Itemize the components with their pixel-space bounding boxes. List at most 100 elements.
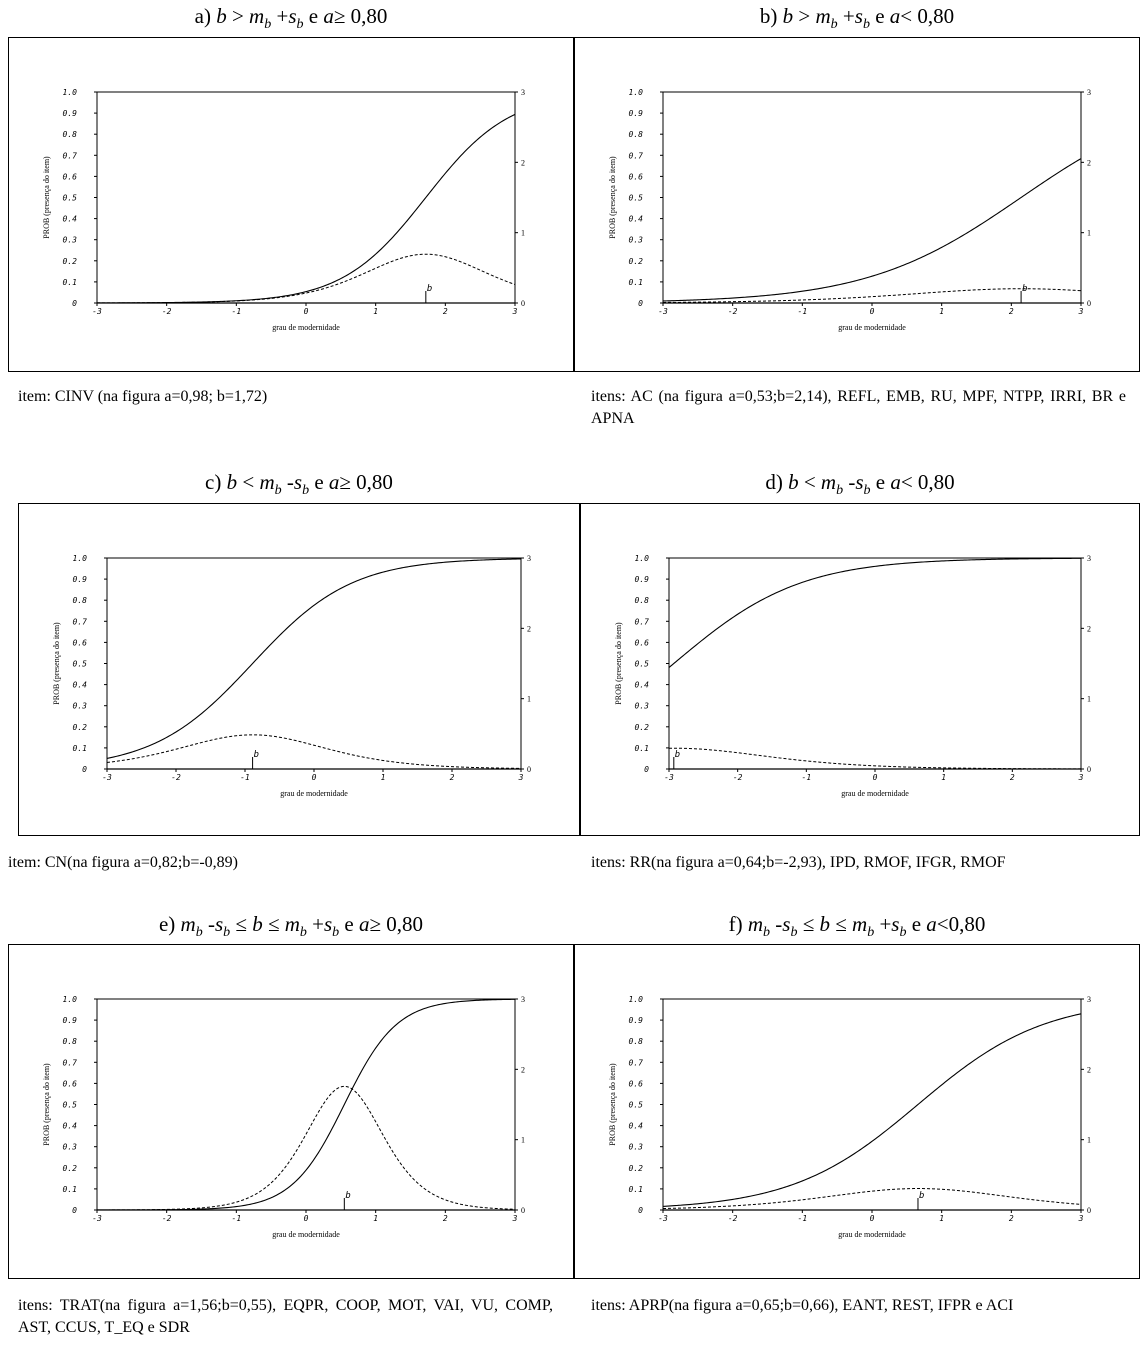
probability-curve xyxy=(106,558,522,759)
panel-title-formula: mb -sb ≤ b ≤ mb +sb e a<0,80 xyxy=(747,912,986,941)
y-tick-label: 0.3 xyxy=(63,1143,78,1152)
caption-e: itens: TRAT(na figura a=1,56;b=0,55), EQ… xyxy=(18,1297,553,1336)
x-tick-label: -3 xyxy=(658,1214,668,1223)
y-tick-label: 0.6 xyxy=(73,638,88,647)
y-tick-label: 0.9 xyxy=(63,109,78,118)
panel-a: a) b > mb +sb e a≥ 0,80 -3 -2 -1 0 1 2 3 0 0.1 0.… xyxy=(8,0,574,440)
x-tick-label: -1 xyxy=(232,1214,242,1223)
panel-title-formula: b > mb +sb e a≥ 0,80 xyxy=(216,4,388,33)
x-axis-label: grau de modernidade xyxy=(838,1230,906,1239)
y2-tick-label: 1 xyxy=(527,695,531,704)
x-tick-label: -2 xyxy=(733,773,743,782)
x-tick-label: 3 xyxy=(512,307,518,316)
y-tick-label: 0.6 xyxy=(629,1079,644,1088)
y-tick-label: 0.9 xyxy=(629,1016,644,1025)
panel-title-formula: b < mb -sb e a≥ 0,80 xyxy=(226,470,393,499)
y-axis-label: PROB (presença do item) xyxy=(52,622,61,705)
x-tick-label: 1 xyxy=(381,773,386,782)
x-axis-label: grau de modernidade xyxy=(272,1230,340,1239)
y-tick-label: 0.5 xyxy=(629,1101,644,1110)
x-axis-label: grau de modernidade xyxy=(841,789,909,798)
y-tick-label: 1.0 xyxy=(63,995,78,1004)
x-tick-label: -3 xyxy=(92,1214,102,1223)
y-tick-label: 0.4 xyxy=(73,681,88,690)
y2-tick-label: 3 xyxy=(1087,88,1091,97)
y-tick-label: 0.5 xyxy=(63,1101,78,1110)
y2-tick-label: 3 xyxy=(1087,995,1091,1004)
x-tick-label: 0 xyxy=(312,773,317,782)
y-tick-label: 0.2 xyxy=(635,723,650,732)
x-tick-label: -2 xyxy=(728,307,738,316)
y2-tick-label: 2 xyxy=(527,624,531,633)
y-tick-label: 0.3 xyxy=(629,236,644,245)
chart-f: -3 -2 -1 0 1 2 300.10.20.30.40.50.60.70.80.91.… xyxy=(608,995,1091,1239)
y-tick-label: 0.2 xyxy=(629,1164,644,1173)
y-tick-label: 0.6 xyxy=(635,638,650,647)
y2-tick-label: 0 xyxy=(1087,1206,1091,1215)
y2-tick-label: 1 xyxy=(521,229,525,238)
y-tick-label: 0.3 xyxy=(635,702,650,711)
x-tick-label: 1 xyxy=(373,1214,378,1223)
y-tick-label: 0.4 xyxy=(629,1122,644,1131)
chart-e: -3 -2 -1 0 1 2 300.10.20.30.40.50.60.70.80.91.… xyxy=(42,995,525,1239)
y-tick-label: 0.6 xyxy=(63,1079,78,1088)
y-axis-label: PROB (presença do item) xyxy=(608,1063,617,1146)
y-tick-label: 0.7 xyxy=(63,1058,78,1067)
b-marker-label: b xyxy=(919,1191,924,1201)
y2-tick-label: 2 xyxy=(1087,624,1091,633)
panel-f: f) mb -sb ≤ b ≤ mb +sb e a<0,80 -3 -2 -1 0 1… xyxy=(574,908,1140,1348)
x-tick-label: -2 xyxy=(162,307,172,316)
panel-d: d) b < mb -sb e a< 0,80 -3 -2 -1 0 1 2 3 0 0.1 0.… xyxy=(580,466,1140,906)
panel-c: c) b < mb -sb e a≥ 0,80 -3 -2 -1 0 1 2 3 0 0.1 0.… xyxy=(8,466,580,886)
panel-b-title: b) b > mb +sb e a< 0,80 xyxy=(759,4,955,33)
y-tick-label: 0 xyxy=(82,765,87,774)
y-tick-label: 1.0 xyxy=(629,995,644,1004)
y-tick-label: 0.1 xyxy=(63,1185,77,1194)
y2-tick-label: 3 xyxy=(1087,554,1091,563)
y-tick-label: 0 xyxy=(72,1206,77,1215)
b-marker-label: b xyxy=(675,750,680,760)
y2-tick-label: 2 xyxy=(1087,158,1091,167)
caption-f: itens: APRP(na figura a=0,65;b=0,66), EA… xyxy=(591,1297,1014,1314)
x-tick-label: 1 xyxy=(939,1214,944,1223)
panel-e: e) mb -sb ≤ b ≤ mb +sb e a≥ 0,80 -3 -2 -1 0… xyxy=(8,908,574,1348)
y-tick-label: 0.2 xyxy=(73,723,88,732)
y-tick-label: 0.8 xyxy=(63,1037,78,1046)
x-tick-label: -3 xyxy=(102,773,112,782)
y-tick-label: 0.4 xyxy=(629,215,644,224)
information-curve xyxy=(106,734,522,769)
chart-d: -3 -2 -1 0 1 2 300.10.20.30.40.50.60.70.80.91.… xyxy=(614,554,1091,798)
y-tick-label: 0.5 xyxy=(73,660,88,669)
x-tick-label: 0 xyxy=(304,307,309,316)
chart-box-e: -3 -2 -1 0 1 2 3 0 0.1 0.2 0.3 0.4 0.5 0.6 0.7 0.8 0.9 1.… xyxy=(8,944,574,1279)
y2-tick-label: 2 xyxy=(521,158,525,167)
y-tick-label: 0.2 xyxy=(63,1164,78,1173)
chart-c: -3 -2 -1 0 1 2 300.10.20.30.40.50.60.70.80.91.… xyxy=(52,554,531,798)
panel-title-formula: b > mb +sb e a< 0,80 xyxy=(782,4,955,33)
probability-curve xyxy=(97,998,516,1211)
y2-tick-label: 1 xyxy=(1087,229,1091,238)
x-tick-label: -1 xyxy=(240,773,250,782)
y-tick-label: 0 xyxy=(638,299,643,308)
y-tick-label: 0.3 xyxy=(63,236,78,245)
y-tick-label: 0.9 xyxy=(63,1016,78,1025)
y-tick-label: 0.1 xyxy=(629,278,643,287)
x-tick-label: 3 xyxy=(1078,307,1084,316)
caption-b: itens: AC (na figura a=0,53;b=2,14), REF… xyxy=(591,388,1126,427)
y-tick-label: 0.4 xyxy=(63,1122,78,1131)
y2-tick-label: 0 xyxy=(1087,765,1091,774)
x-tick-label: 3 xyxy=(1078,773,1084,782)
x-tick-label: -1 xyxy=(232,307,242,316)
panel-title-formula: b < mb -sb e a< 0,80 xyxy=(788,470,955,499)
y-tick-label: 0.8 xyxy=(629,1037,644,1046)
y-tick-label: 1.0 xyxy=(629,88,644,97)
information-curve xyxy=(668,747,1081,770)
panel-title-formula: mb -sb ≤ b ≤ mb +sb e a≥ 0,80 xyxy=(180,912,424,941)
y-axis-label: PROB (presença do item) xyxy=(42,156,51,239)
b-marker-label: b xyxy=(427,284,432,294)
b-marker-label: b xyxy=(345,1191,350,1201)
y2-tick-label: 1 xyxy=(521,1136,525,1145)
y2-tick-label: 3 xyxy=(527,554,531,563)
y-tick-label: 0.7 xyxy=(635,617,650,626)
y2-tick-label: 0 xyxy=(527,765,531,774)
